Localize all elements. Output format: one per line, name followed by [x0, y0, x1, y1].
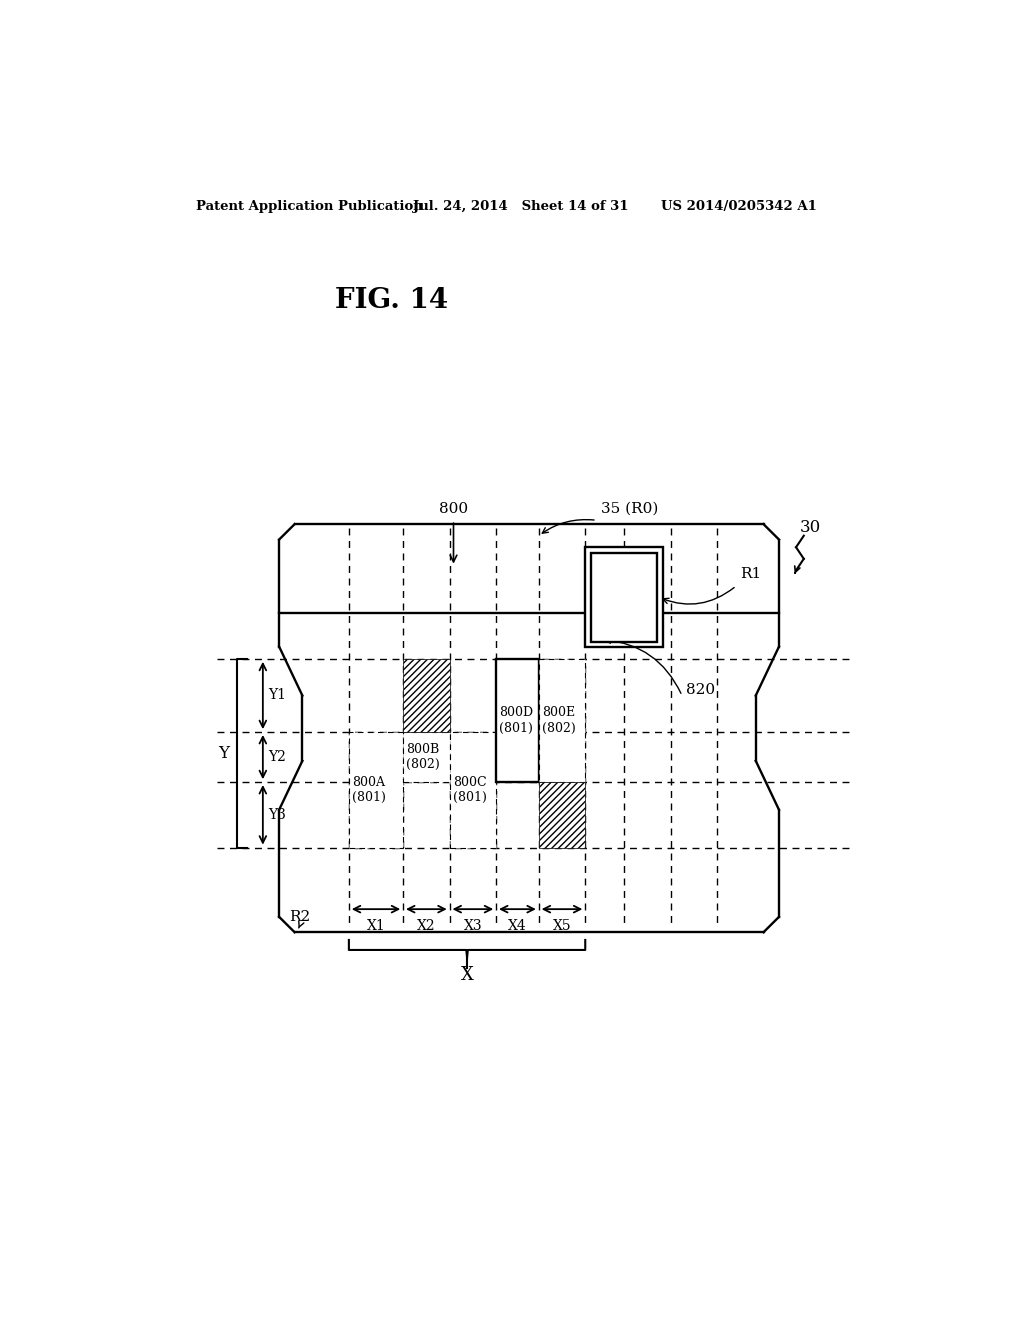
Text: 800A
(801): 800A (801)	[352, 776, 386, 804]
Bar	[591, 553, 657, 642]
Bar	[539, 659, 586, 781]
Text: FIG. 14: FIG. 14	[335, 288, 449, 314]
Text: X1: X1	[367, 919, 385, 933]
Text: 800: 800	[439, 502, 468, 516]
Text: 800B
(802): 800B (802)	[407, 743, 440, 771]
Bar	[496, 659, 539, 781]
Bar	[403, 733, 450, 781]
Bar	[403, 659, 450, 733]
Text: 800C
(801): 800C (801)	[453, 776, 486, 804]
Text: R2: R2	[289, 909, 310, 924]
Text: 820: 820	[686, 682, 715, 697]
Text: Y2: Y2	[268, 750, 286, 764]
Bar	[586, 548, 663, 647]
Bar	[450, 733, 496, 847]
Text: US 2014/0205342 A1: US 2014/0205342 A1	[662, 199, 817, 213]
Text: Patent Application Publication: Patent Application Publication	[197, 199, 423, 213]
Text: 30: 30	[800, 520, 820, 536]
Text: X3: X3	[464, 919, 482, 933]
Text: 800E
(802): 800E (802)	[542, 706, 575, 734]
Text: 800D
(801): 800D (801)	[500, 706, 534, 734]
Text: X4: X4	[508, 919, 526, 933]
Text: X2: X2	[417, 919, 435, 933]
Text: Jul. 24, 2014   Sheet 14 of 31: Jul. 24, 2014 Sheet 14 of 31	[414, 199, 629, 213]
Text: X5: X5	[553, 919, 571, 933]
Text: Y1: Y1	[268, 689, 287, 702]
Text: X: X	[461, 966, 473, 983]
Text: Y: Y	[218, 744, 228, 762]
Text: 35 (R0): 35 (R0)	[601, 502, 658, 516]
Bar	[539, 781, 586, 847]
Text: R1: R1	[740, 568, 762, 581]
Text: Y3: Y3	[268, 808, 286, 822]
Bar	[349, 733, 403, 847]
